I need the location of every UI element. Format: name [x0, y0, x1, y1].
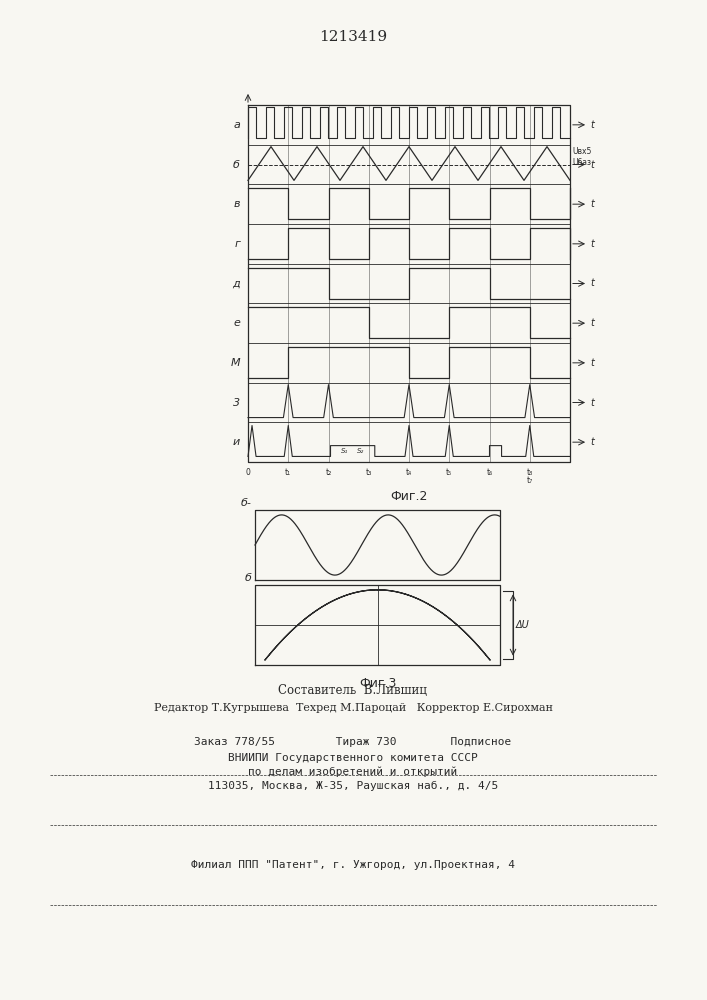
- Text: t: t: [590, 239, 594, 249]
- Text: б: б: [245, 573, 252, 583]
- Text: t₃: t₃: [366, 468, 372, 477]
- Text: ΔU: ΔU: [516, 620, 530, 630]
- Text: t: t: [590, 120, 594, 130]
- Text: Uвх5: Uвх5: [572, 147, 591, 156]
- Text: t₅: t₅: [446, 468, 452, 477]
- Text: б: б: [233, 159, 240, 169]
- Text: t: t: [590, 199, 594, 209]
- Text: Фиг.3: Фиг.3: [359, 677, 396, 690]
- Text: t₆: t₆: [486, 468, 493, 477]
- Text: а: а: [233, 120, 240, 130]
- Text: по делам изобретений и открытий: по делам изобретений и открытий: [248, 767, 457, 777]
- Text: г: г: [234, 239, 240, 249]
- Text: t: t: [590, 397, 594, 408]
- Text: б-: б-: [241, 498, 252, 508]
- Text: t₂: t₂: [325, 468, 332, 477]
- Text: t₁: t₁: [285, 468, 291, 477]
- Text: Филиал ППП "Патент", г. Ужгород, ул.Проектная, 4: Филиал ППП "Патент", г. Ужгород, ул.Прое…: [191, 860, 515, 870]
- Text: 0: 0: [245, 468, 250, 477]
- Text: 113035, Москва, Ж-35, Раушская наб., д. 4/5: 113035, Москва, Ж-35, Раушская наб., д. …: [208, 781, 498, 791]
- Text: t₈: t₈: [527, 468, 533, 477]
- Text: t: t: [590, 358, 594, 368]
- Text: t: t: [590, 278, 594, 288]
- Text: е: е: [233, 318, 240, 328]
- Text: 3: 3: [233, 397, 240, 408]
- Text: 1213419: 1213419: [319, 30, 387, 44]
- Text: Uбаз: Uбаз: [572, 158, 591, 167]
- Text: Составитель  В.Лившиц: Составитель В.Лившиц: [279, 684, 428, 696]
- Text: t₄: t₄: [406, 468, 412, 477]
- Text: t: t: [590, 159, 594, 169]
- Text: Заказ 778/55         Тираж 730        Подписное: Заказ 778/55 Тираж 730 Подписное: [194, 737, 512, 747]
- Text: в: в: [233, 199, 240, 209]
- Text: Фиг.2: Фиг.2: [390, 490, 428, 503]
- Text: и: и: [233, 437, 240, 447]
- Text: Редактор Т.Кугрышева  Техред М.Пароцай   Корректор Е.Сирохман: Редактор Т.Кугрышева Техред М.Пароцай Ко…: [153, 703, 552, 713]
- Text: t₇: t₇: [527, 476, 533, 485]
- Text: t: t: [590, 437, 594, 447]
- Text: S₁: S₁: [341, 448, 349, 454]
- Text: S₂: S₂: [356, 448, 364, 454]
- Text: М: М: [230, 358, 240, 368]
- Text: д: д: [233, 278, 240, 288]
- Text: t: t: [590, 318, 594, 328]
- Text: ВНИИПИ Государственного комитета СССР: ВНИИПИ Государственного комитета СССР: [228, 753, 478, 763]
